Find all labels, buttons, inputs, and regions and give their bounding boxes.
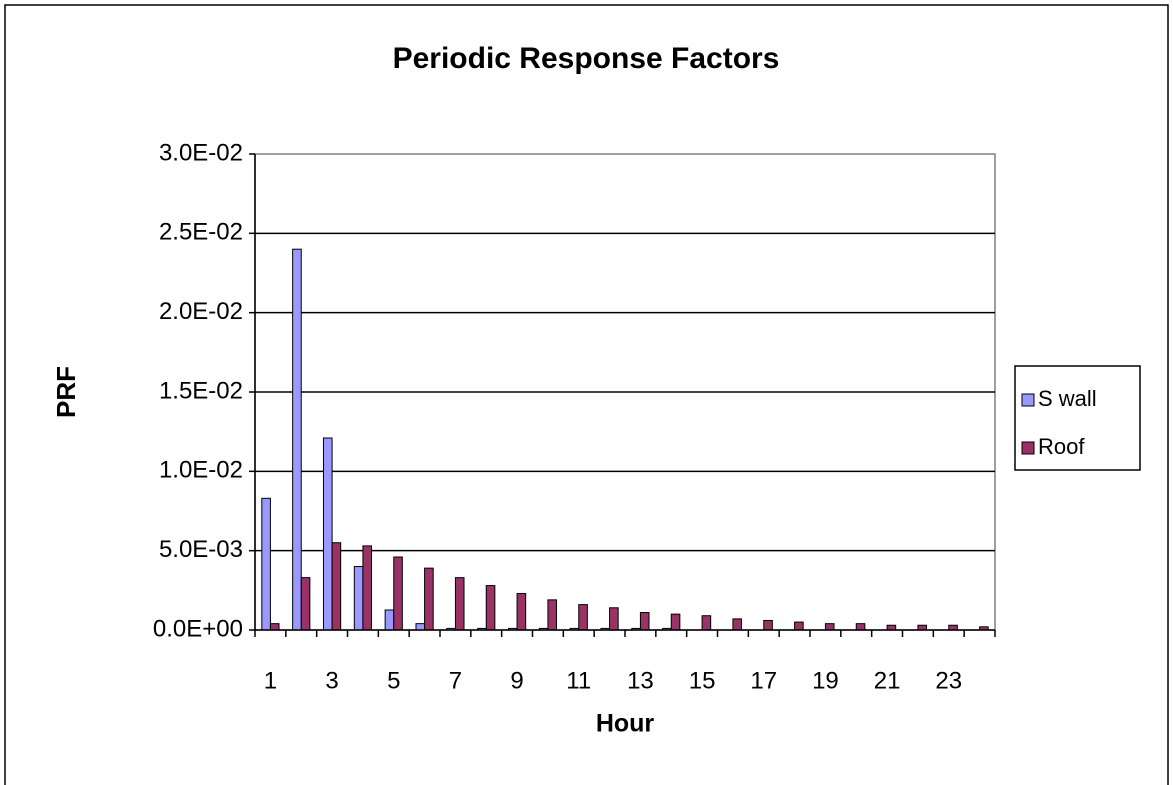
bar bbox=[415, 623, 426, 631]
bar bbox=[578, 604, 588, 631]
x-tick-label: 23 bbox=[935, 667, 962, 694]
y-tick-label: 2.5E-02 bbox=[159, 219, 243, 246]
bar bbox=[322, 437, 333, 631]
x-tick-label: 5 bbox=[387, 667, 400, 694]
x-axis-label: Hour bbox=[596, 710, 655, 738]
x-tick-label: 15 bbox=[689, 667, 716, 694]
chart-title: Periodic Response Factors bbox=[393, 42, 780, 75]
y-tick-label: 1.5E-02 bbox=[159, 377, 243, 404]
bar bbox=[362, 545, 373, 631]
y-tick-label: 2.0E-02 bbox=[159, 298, 243, 325]
bar bbox=[609, 607, 619, 631]
legend bbox=[1014, 365, 1141, 471]
bar bbox=[485, 585, 496, 631]
bar bbox=[701, 615, 712, 631]
y-tick-label: 5.0E-03 bbox=[159, 536, 243, 563]
bar bbox=[331, 542, 342, 631]
bar bbox=[424, 567, 434, 631]
y-tick-label: 1.0E-02 bbox=[159, 457, 243, 484]
legend-swatch bbox=[1021, 441, 1035, 455]
bar bbox=[269, 623, 280, 631]
y-tick-label: 3.0E-02 bbox=[159, 139, 243, 166]
bar bbox=[732, 618, 743, 631]
x-tick-label: 13 bbox=[627, 667, 654, 694]
chart-frame bbox=[4, 4, 1169, 785]
x-tick-label: 1 bbox=[264, 667, 277, 694]
x-tick-label: 7 bbox=[449, 667, 462, 694]
legend-swatch bbox=[1021, 393, 1035, 407]
legend-label: S wall bbox=[1038, 386, 1097, 411]
bar bbox=[639, 612, 650, 631]
bar bbox=[300, 577, 311, 631]
bar bbox=[454, 577, 465, 631]
bar bbox=[292, 248, 302, 631]
bar bbox=[824, 623, 835, 631]
y-axis-label: PRF bbox=[51, 366, 81, 418]
bar bbox=[794, 621, 804, 631]
x-tick-label: 21 bbox=[874, 667, 901, 694]
bar bbox=[763, 619, 773, 631]
bar bbox=[393, 556, 403, 631]
x-tick-label: 3 bbox=[325, 667, 338, 694]
bar bbox=[516, 593, 527, 631]
x-tick-label: 9 bbox=[510, 667, 523, 694]
x-tick-label: 17 bbox=[750, 667, 777, 694]
bar bbox=[384, 609, 395, 631]
bar bbox=[353, 566, 364, 631]
x-tick-label: 19 bbox=[812, 667, 839, 694]
y-tick-label: 0.0E+00 bbox=[153, 615, 243, 642]
bar bbox=[855, 623, 866, 631]
x-tick-label: 11 bbox=[566, 667, 591, 694]
legend-label: Roof bbox=[1038, 434, 1085, 459]
bar bbox=[261, 497, 271, 631]
bar bbox=[547, 599, 558, 631]
bar bbox=[670, 613, 681, 631]
